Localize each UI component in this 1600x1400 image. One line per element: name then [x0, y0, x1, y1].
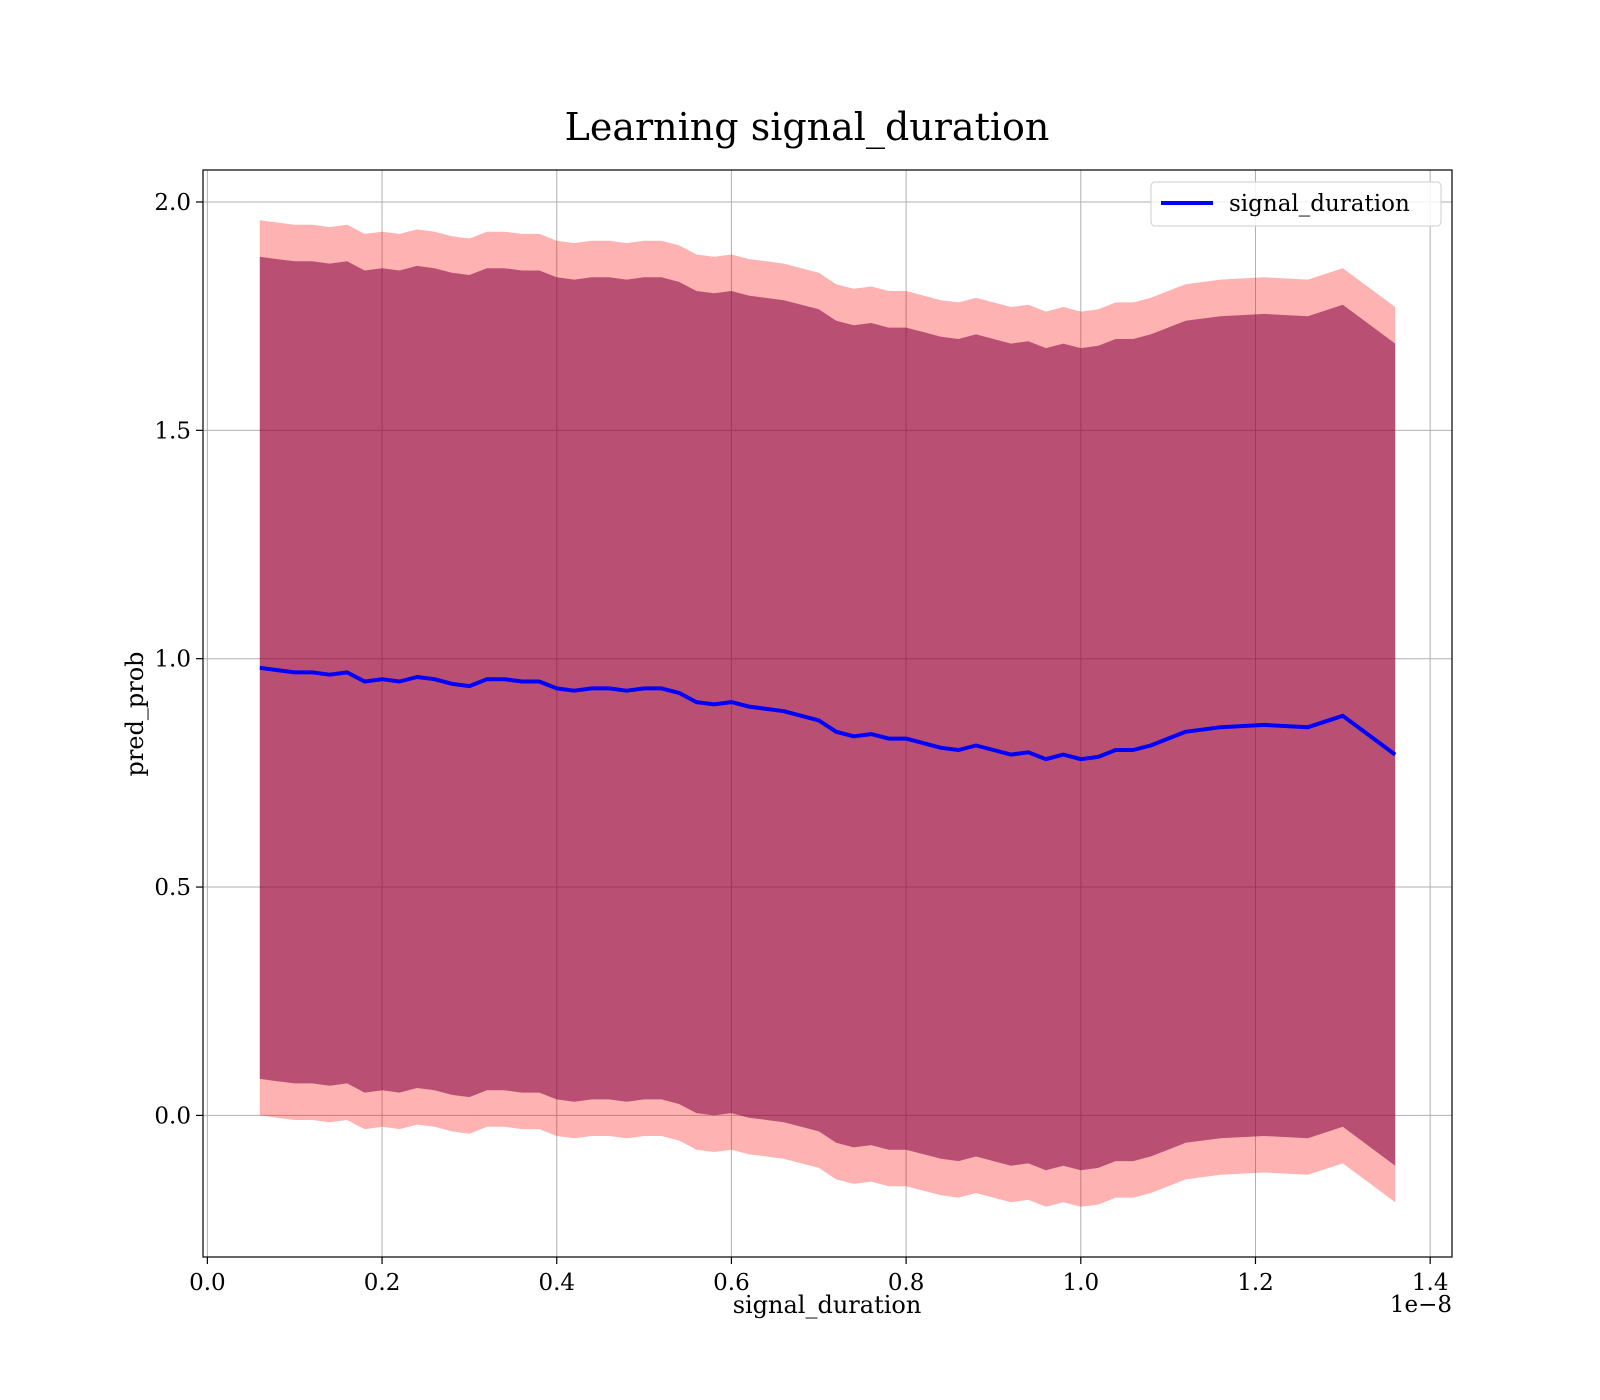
series-line-signal-duration [259, 665, 1397, 762]
legend-label-signal-duration: signal_duration [1229, 191, 1410, 217]
inner-confidence-band [259, 256, 1396, 1171]
x-tick-label: 0.2 [364, 1270, 401, 1296]
x-axis-ticks: 0.0 0.2 0.4 0.6 0.8 1.0 1.2 1.4 [189, 1257, 1448, 1296]
chart-title: Learning signal_duration [565, 105, 1050, 150]
legend-box [1150, 181, 1442, 227]
y-tick-label: 1.0 [154, 647, 191, 673]
x-tick-label: 0.0 [189, 1270, 226, 1296]
x-tick-label: 1.0 [1063, 1270, 1100, 1296]
x-axis-offset-label: 1e−8 [1390, 1292, 1452, 1318]
x-tick-label: 1.4 [1412, 1270, 1449, 1296]
y-axis-ticks: 0.0 0.5 1.0 1.5 2.0 [154, 190, 203, 1129]
x-tick-label: 0.8 [888, 1270, 925, 1296]
x-tick-label: 0.4 [538, 1270, 575, 1296]
y-tick-label: 1.5 [154, 418, 191, 444]
plot-frame [202, 169, 1453, 1258]
y-axis-label: pred_prob [121, 651, 149, 776]
x-tick-label: 1.2 [1237, 1270, 1274, 1296]
y-tick-label: 0.5 [154, 875, 191, 901]
x-tick-label: 0.6 [713, 1270, 750, 1296]
y-tick-label: 0.0 [154, 1103, 191, 1129]
confidence-bands [259, 220, 1396, 1207]
y-tick-label: 2.0 [154, 190, 191, 216]
legend: signal_duration [1150, 181, 1442, 227]
x-axis-label: signal_duration [733, 1291, 922, 1319]
